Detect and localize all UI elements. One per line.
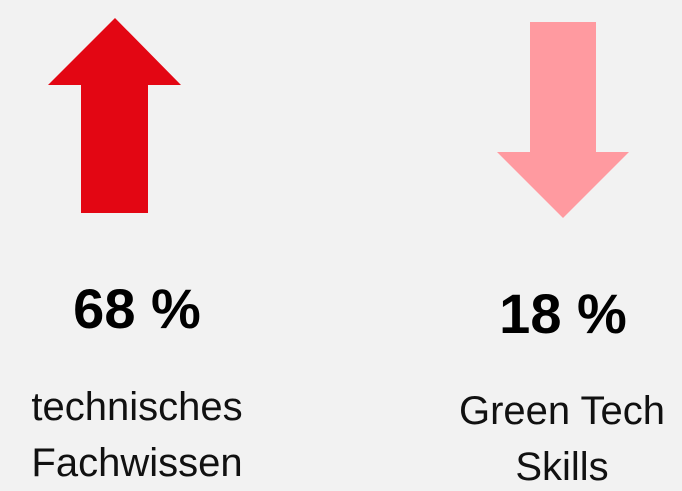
stat-value: 18 %	[499, 282, 627, 345]
stat-label: technisches	[31, 385, 242, 429]
arrow-up	[48, 18, 181, 213]
stat-label: Green Tech	[459, 389, 665, 433]
stat-label: Skills	[515, 445, 608, 489]
stat-label: Fachwissen	[31, 441, 242, 485]
stat-value: 68 %	[73, 277, 201, 340]
arrow-down	[497, 22, 629, 218]
